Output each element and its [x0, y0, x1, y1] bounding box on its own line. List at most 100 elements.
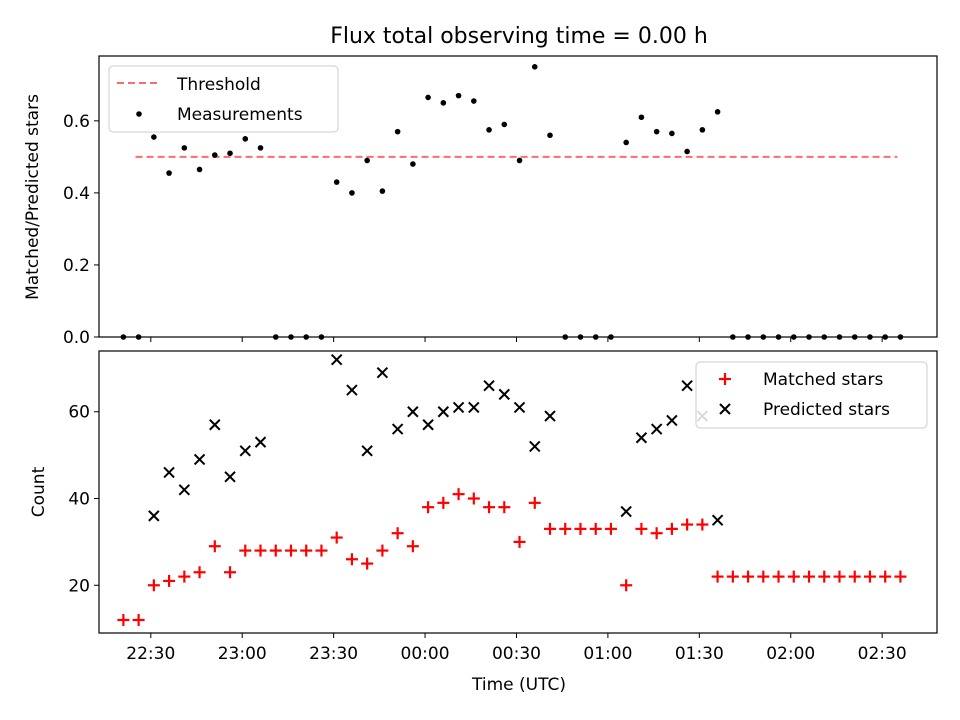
- predicted-star-point: [346, 384, 358, 396]
- matched-star-point: [803, 570, 816, 583]
- matched-star-point: [315, 544, 328, 557]
- x-axis-label: Time (UTC): [471, 675, 566, 695]
- predicted-star-point: [391, 423, 404, 435]
- matched-star-point: [742, 570, 755, 583]
- matched-star-point: [208, 540, 221, 553]
- predicted-star-point: [650, 423, 663, 435]
- measurement-point: [471, 98, 477, 104]
- predicted-star-point: [513, 401, 526, 414]
- predicted-star-point: [361, 445, 373, 457]
- matched-star-point: [467, 492, 480, 505]
- ratio-panel-frame: [98, 55, 938, 338]
- ratio-y-tick-label: 0.4: [63, 184, 90, 204]
- matched-star-point: [528, 496, 541, 509]
- measurement-point: [440, 100, 447, 106]
- x-tick-label: 23:30: [309, 644, 358, 664]
- x-tick-label: 02:30: [858, 644, 907, 664]
- threshold-legend-label: Threshold: [176, 75, 261, 95]
- measurement-point: [501, 121, 508, 128]
- matched-star-point: [879, 570, 892, 583]
- matched-star-point: [681, 518, 694, 531]
- ratio-marks: [120, 64, 904, 340]
- x-tick-label: 01:00: [583, 644, 632, 664]
- predicted-star-point: [666, 414, 678, 427]
- predicted-star-point: [148, 510, 160, 522]
- matched-star-point: [147, 579, 160, 592]
- matched-star-point: [254, 544, 267, 557]
- x-tick-label: 02:00: [766, 644, 815, 664]
- matched-star-point: [833, 570, 846, 583]
- predicted-star-point: [529, 440, 541, 453]
- measurement-point: [714, 109, 721, 115]
- measurement-point: [257, 145, 264, 151]
- matched-star-point: [787, 570, 800, 583]
- measurement-point: [455, 92, 462, 99]
- matched-star-point: [422, 501, 435, 514]
- predicted-star-point: [239, 445, 251, 457]
- count-legend: Matched stars Predicted stars: [695, 361, 928, 429]
- matched-star-point: [163, 574, 176, 587]
- matched-star-point: [650, 527, 663, 540]
- x-tick-label: 01:30: [675, 644, 724, 664]
- predicted-legend-swatch: [719, 403, 731, 415]
- measurement-point: [486, 127, 492, 133]
- predicted-star-point: [468, 401, 480, 414]
- predicted-star-point: [376, 366, 389, 379]
- measurement-point: [638, 114, 645, 121]
- x-tick-label: 00:00: [401, 644, 450, 664]
- matched-star-point: [330, 531, 343, 544]
- matched-star-point: [239, 544, 252, 557]
- ratio-legend: Threshold Measurements: [108, 65, 339, 133]
- matched-star-point: [574, 522, 587, 535]
- matched-star-point: [224, 566, 237, 579]
- matched-star-point: [894, 570, 907, 583]
- predicted-star-point: [422, 419, 434, 431]
- count-axes: 22:30 23:00 23:30 00:00 00:30 01:00 01:30 02:00…: [68, 403, 906, 664]
- matched-star-point: [848, 570, 861, 583]
- measurement-point: [425, 94, 431, 101]
- predicted-star-point: [254, 436, 267, 448]
- matched-star-point: [437, 496, 450, 509]
- count-panel: 22:30 23:00 23:30 00:00 00:30 01:00 01:30 02:00…: [29, 350, 938, 695]
- count-legend-frame: [695, 361, 928, 429]
- measurement-point: [669, 130, 675, 137]
- measurement-point: [699, 127, 706, 133]
- ratio-y-axis-label: Matched/Predicted stars: [23, 94, 43, 300]
- measurement-point: [349, 190, 355, 196]
- count-y-tick-label: 20: [68, 576, 90, 596]
- count-y-tick-label: 40: [68, 490, 90, 510]
- predicted-star-point: [620, 505, 632, 518]
- matched-star-point: [863, 570, 876, 583]
- predicted-star-point: [407, 406, 419, 418]
- matched-star-point: [361, 557, 374, 570]
- matched-star-point: [345, 553, 358, 566]
- matched-star-point: [711, 570, 724, 583]
- ratio-legend-frame: [108, 65, 339, 133]
- predicted-star-point: [193, 453, 206, 466]
- measurement-point: [151, 134, 157, 140]
- predicted-star-point: [544, 410, 556, 422]
- measurement-point: [166, 170, 172, 176]
- chart-title: Flux total observing time = 0.00 h: [330, 24, 708, 49]
- measurement-point: [684, 148, 690, 155]
- matched-star-point: [406, 540, 419, 553]
- measurement-point: [333, 179, 340, 185]
- predicted-star-point: [437, 406, 450, 418]
- matched-star-point: [391, 527, 404, 540]
- measurement-point: [531, 64, 538, 70]
- x-tick-label: 22:30: [126, 644, 175, 664]
- predicted-star-point: [483, 380, 495, 392]
- matched-star-point: [132, 613, 145, 626]
- predicted-star-point: [452, 401, 465, 414]
- matched-star-point: [665, 522, 678, 535]
- matched-star-point: [604, 522, 617, 535]
- count-y-axis-label: Count: [29, 466, 49, 517]
- matched-star-point: [284, 544, 297, 557]
- measurement-point: [379, 188, 386, 194]
- matched-star-point: [772, 570, 785, 583]
- matched-legend-label: Matched stars: [763, 370, 883, 390]
- matched-star-point: [269, 544, 282, 557]
- predicted-star-point: [711, 514, 724, 526]
- measurement-point: [211, 152, 218, 158]
